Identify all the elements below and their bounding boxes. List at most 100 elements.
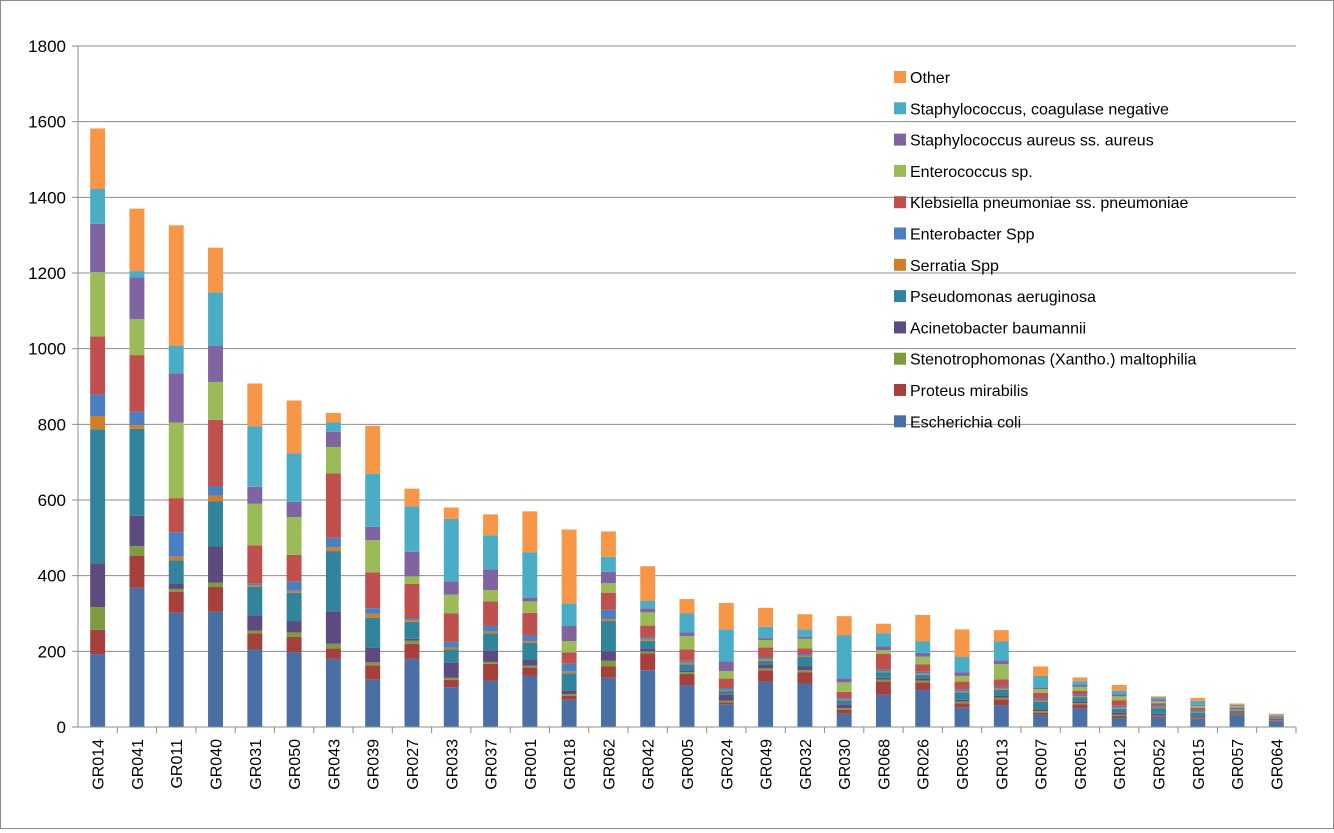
bar-segment [837, 708, 852, 710]
y-tick-label: 1800 [28, 37, 66, 56]
bar-segment [1230, 713, 1245, 714]
bar-stack-gr012 [1112, 685, 1127, 727]
legend-swatch [894, 228, 906, 240]
bar-segment [1151, 716, 1166, 717]
bar-segment [1033, 676, 1048, 687]
bar-stack-gr040 [208, 248, 223, 727]
bar-segment [405, 576, 420, 584]
bar-segment [287, 652, 302, 727]
bar-segment [876, 680, 891, 682]
bar-stack-gr030 [837, 616, 852, 727]
bar-segment [365, 527, 380, 540]
y-tick-label: 1600 [28, 113, 66, 132]
bar-segment [1112, 708, 1127, 709]
bar-segment [326, 547, 341, 551]
y-tick-label: 1000 [28, 340, 66, 359]
bar-stack-gr032 [797, 614, 812, 727]
legend-swatch [894, 134, 906, 146]
x-tick-label: GR033 [444, 739, 461, 790]
bar-segment [797, 629, 812, 637]
bar-segment [680, 663, 695, 665]
bar-segment [915, 690, 930, 727]
bar-segment [994, 689, 1009, 690]
bar-stack-gr042 [640, 566, 655, 727]
x-tick-label: GR052 [1151, 739, 1168, 790]
x-tick-label: GR005 [680, 739, 697, 790]
bar-stack-gr001 [522, 511, 537, 727]
bar-segment [1151, 707, 1166, 708]
bar-segment [837, 710, 852, 714]
bar-segment [444, 649, 459, 662]
x-tick-label: GR014 [91, 739, 108, 790]
bar-segment [169, 346, 184, 374]
bar-segment [129, 429, 144, 516]
bar-segment [247, 504, 262, 546]
bar-segment [1269, 718, 1284, 719]
bar-segment [797, 654, 812, 656]
bar-segment [129, 412, 144, 425]
bar-segment [994, 641, 1009, 660]
bar-segment [1190, 719, 1205, 727]
bar-segment [405, 618, 420, 620]
bar-segment [1072, 703, 1087, 704]
bar-segment [1151, 718, 1166, 727]
bar-segment [915, 664, 930, 672]
bar-segment [1230, 707, 1245, 708]
bar-segment [287, 517, 302, 555]
bar-segment [444, 519, 459, 581]
bar-stack-gr026 [915, 615, 930, 727]
bar-segment [1112, 715, 1127, 716]
x-tick-label: GR031 [248, 739, 265, 790]
x-tick-label: GR011 [169, 739, 186, 789]
bar-segment [1190, 710, 1205, 712]
bar-stack-gr049 [758, 608, 773, 727]
x-tick-label: GR018 [562, 739, 579, 790]
bar-segment [994, 664, 1009, 679]
legend-item: Serratia Spp [894, 258, 999, 275]
bar-stack-gr055 [955, 629, 970, 727]
bar-segment [90, 654, 105, 727]
bar-segment [680, 614, 695, 633]
bar-segment [1033, 711, 1048, 713]
bar-segment [1190, 708, 1205, 710]
bar-stack-gr024 [719, 603, 734, 727]
bar-segment [90, 394, 105, 416]
bar-segment [1033, 709, 1048, 711]
y-tick-label: 1400 [28, 188, 66, 207]
bar-segment [1112, 696, 1127, 700]
bar-segment [169, 592, 184, 613]
bar-segment [837, 682, 852, 691]
bar-segment [483, 569, 498, 590]
bar-segment [1033, 713, 1048, 715]
bar-segment [601, 621, 616, 651]
bar-segment [955, 692, 970, 700]
bar-segment [1230, 715, 1245, 716]
bar-segment [797, 639, 812, 648]
bar-segment [129, 271, 144, 277]
bar-segment [208, 346, 223, 382]
bar-segment [640, 651, 655, 653]
bar-segment [1112, 713, 1127, 715]
bar-segment [405, 644, 420, 659]
legend-item: Enterobacter Spp [894, 227, 1035, 244]
legend-item: Staphylococcus, coagulase negative [894, 101, 1169, 118]
bar-segment [758, 608, 773, 627]
bar-segment [1112, 685, 1127, 691]
bar-segment [90, 337, 105, 395]
bar-segment [601, 610, 616, 619]
bar-segment [208, 486, 223, 495]
bar-segment [1190, 713, 1205, 717]
bar-segment [1151, 705, 1166, 707]
x-tick-label: GR055 [955, 739, 972, 790]
bar-segment [876, 669, 891, 671]
bar-segment [287, 593, 302, 621]
bar-segment [1072, 677, 1087, 681]
legend-label: Acinetobacter baumannii [910, 320, 1086, 337]
bar-segment [680, 685, 695, 727]
bar-segment [797, 683, 812, 727]
x-tick-label: GR001 [523, 739, 540, 790]
bar-segment [483, 681, 498, 727]
bar-segment [719, 702, 734, 704]
bar-segment [326, 432, 341, 447]
